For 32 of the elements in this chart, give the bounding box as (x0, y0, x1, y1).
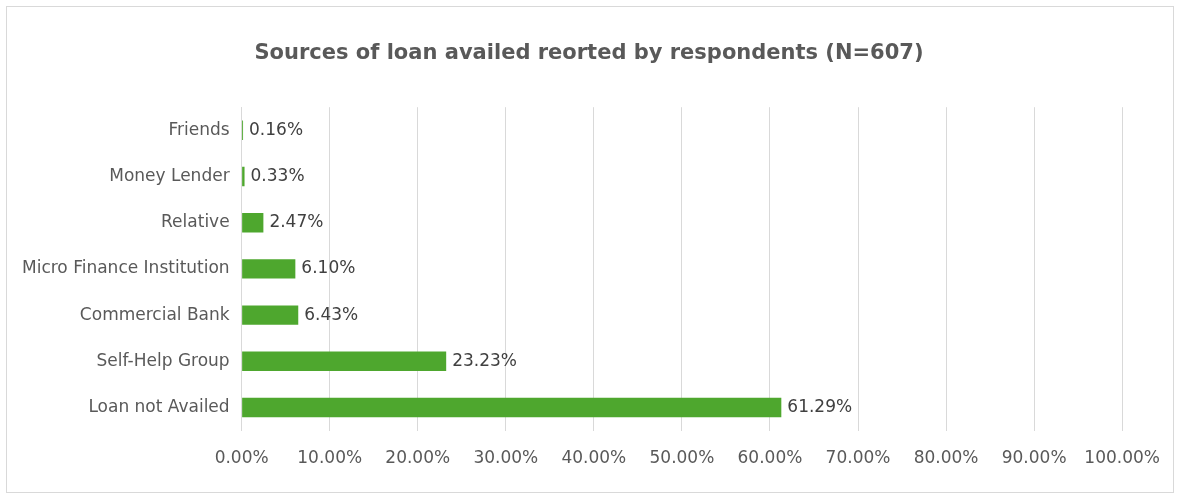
x-tick-label: 20.00% (385, 447, 451, 468)
x-tick-label: 100.00% (1084, 447, 1160, 468)
chart-title: Sources of loan availed reorted by respondents (N=607) (253, 40, 925, 64)
x-tick-label: 0.00% (214, 447, 269, 468)
x-tick-label: 40.00% (561, 447, 627, 468)
bar (242, 213, 264, 233)
y-tick-label: Relative (161, 211, 230, 232)
data-label: 61.29% (787, 395, 853, 416)
y-tick-label: Self-Help Group (96, 349, 230, 370)
bar (242, 259, 296, 279)
x-tick-label: 50.00% (649, 447, 715, 468)
data-label: 0.16% (249, 118, 304, 139)
y-tick-label: Loan not Availed (88, 395, 230, 416)
data-label: 23.23% (452, 349, 518, 370)
x-tick-label: 30.00% (473, 447, 539, 468)
y-tick-label: Micro Finance Institution (22, 257, 230, 278)
x-tick-label: 70.00% (825, 447, 891, 468)
data-label: 0.33% (250, 164, 305, 185)
x-tick-label: 60.00% (737, 447, 803, 468)
data-label: 6.43% (304, 303, 359, 324)
y-tick-label: Friends (168, 118, 230, 139)
y-tick-label: Commercial Bank (79, 303, 230, 324)
data-label: 2.47% (269, 211, 324, 232)
bar (242, 351, 447, 371)
x-tick-label: 90.00% (1001, 447, 1067, 468)
bar (242, 166, 245, 187)
x-tick-label: 80.00% (913, 447, 979, 468)
bar (242, 305, 299, 325)
data-label: 6.10% (301, 257, 356, 278)
bar (242, 397, 782, 418)
x-tick-label: 10.00% (297, 447, 363, 468)
y-tick-label: Money Lender (109, 164, 230, 185)
